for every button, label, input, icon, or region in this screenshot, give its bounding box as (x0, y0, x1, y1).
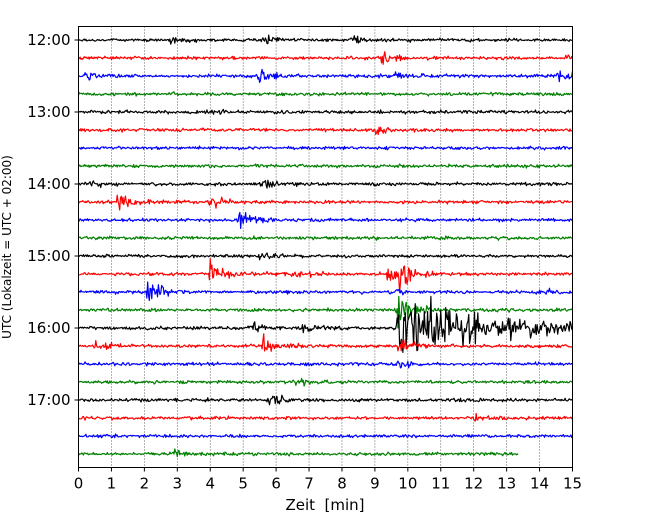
x-tick-label: 14 (530, 475, 549, 493)
seismogram-traces (77, 34, 574, 458)
x-tick-label: 11 (431, 475, 450, 493)
x-tick-label: 12 (464, 475, 483, 493)
x-tick-label: 5 (238, 475, 248, 493)
seismogram-trace-1445 (78, 235, 573, 241)
y-tick-label: 14:00 (27, 175, 70, 193)
plot-frame (78, 26, 573, 468)
x-axis-ticks: 0 1 2 3 4 5 6 7 8 9 10 11 12 13 14 15 (74, 467, 582, 493)
seismogram-trace-1700 (78, 394, 573, 406)
seismogram-trace-1715 (78, 412, 573, 422)
x-tick-label: 15 (563, 475, 582, 493)
seismogram-trace-1730 (78, 433, 574, 439)
x-tick-label: 0 (74, 475, 84, 493)
x-axis-label: Zeit [min] (285, 496, 364, 514)
seismogram-trace-1745 (77, 448, 519, 458)
seismogram-trace-1415 (78, 194, 573, 211)
x-tick-label: 7 (304, 475, 314, 493)
seismogram-trace-1215 (78, 51, 574, 65)
y-axis-ticks: 12:00 13:00 14:00 15:00 16:00 17:00 (27, 31, 79, 409)
seismogram-trace-1300 (78, 108, 574, 115)
seismogram-trace-1330 (78, 145, 573, 151)
seismogram-trace-1230 (78, 68, 574, 83)
x-tick-label: 6 (271, 475, 281, 493)
x-tick-label: 10 (398, 475, 417, 493)
x-tick-label: 1 (107, 475, 117, 493)
y-tick-label: 16:00 (27, 319, 70, 337)
seismogram-trace-1515 (78, 258, 573, 294)
seismogram-trace-1430 (78, 211, 573, 230)
x-tick-label: 8 (337, 475, 347, 493)
x-tick-label: 3 (173, 475, 183, 493)
seismogram-trace-1630 (78, 360, 573, 369)
seismogram-trace-1200 (78, 34, 573, 45)
y-axis-label: UTC (Lokalzeit = UTC + 02:00) (0, 155, 14, 339)
seismogram-trace-1345 (77, 163, 574, 169)
seismogram-trace-1315 (78, 126, 573, 136)
seismogram-trace-1530 (78, 281, 573, 302)
x-tick-label: 2 (140, 475, 150, 493)
seismogram-trace-1600 (78, 295, 574, 353)
seismogram-trace-1615 (78, 333, 573, 352)
seismogram-trace-1400 (78, 179, 573, 189)
seismogram-trace-1645 (78, 377, 573, 387)
y-tick-label: 12:00 (27, 31, 70, 49)
y-tick-label: 13:00 (27, 103, 70, 121)
seismogram-trace-1545 (78, 295, 574, 329)
x-tick-label: 13 (497, 475, 516, 493)
y-tick-label: 15:00 (27, 247, 70, 265)
seismogram-trace-1245 (77, 91, 573, 97)
x-tick-label: 4 (205, 475, 215, 493)
seismogram-trace-1500 (78, 252, 573, 261)
x-tick-label: 9 (370, 475, 380, 493)
y-tick-label: 17:00 (27, 391, 70, 409)
